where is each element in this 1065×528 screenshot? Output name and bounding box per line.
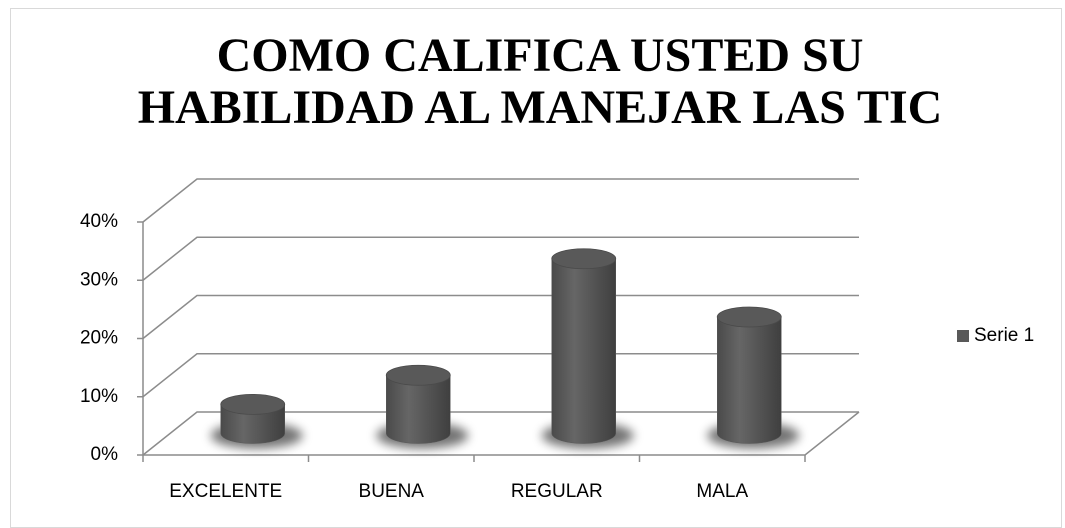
x-tick-label: BUENA xyxy=(359,481,425,502)
y-tick-label: 0% xyxy=(91,444,119,465)
bar xyxy=(717,316,782,444)
bar-top xyxy=(385,364,451,386)
legend-label: Serie 1 xyxy=(974,325,1034,346)
bar-top xyxy=(220,393,286,415)
bar-top xyxy=(716,306,782,328)
x-tick-label: MALA xyxy=(696,481,748,502)
x-tick-label: EXCELENTE xyxy=(169,481,282,502)
y-tick-label: 30% xyxy=(80,269,118,290)
bar xyxy=(551,258,616,444)
grid-line xyxy=(142,411,859,456)
grid-line xyxy=(142,353,859,398)
x-tick-label: REGULAR xyxy=(511,481,603,502)
grid-line xyxy=(142,236,859,281)
bar-top xyxy=(551,248,617,270)
y-tick-label: 10% xyxy=(80,386,118,407)
y-tick-label: 40% xyxy=(80,211,118,232)
grid-line xyxy=(142,294,859,340)
bar xyxy=(386,375,451,444)
y-tick-label: 20% xyxy=(80,328,118,349)
chart-title: COMO CALIFICA USTED SU HABILIDAD AL MANE… xyxy=(137,29,943,134)
bar xyxy=(220,404,285,444)
legend-swatch xyxy=(957,330,969,342)
grid-line xyxy=(142,178,859,223)
